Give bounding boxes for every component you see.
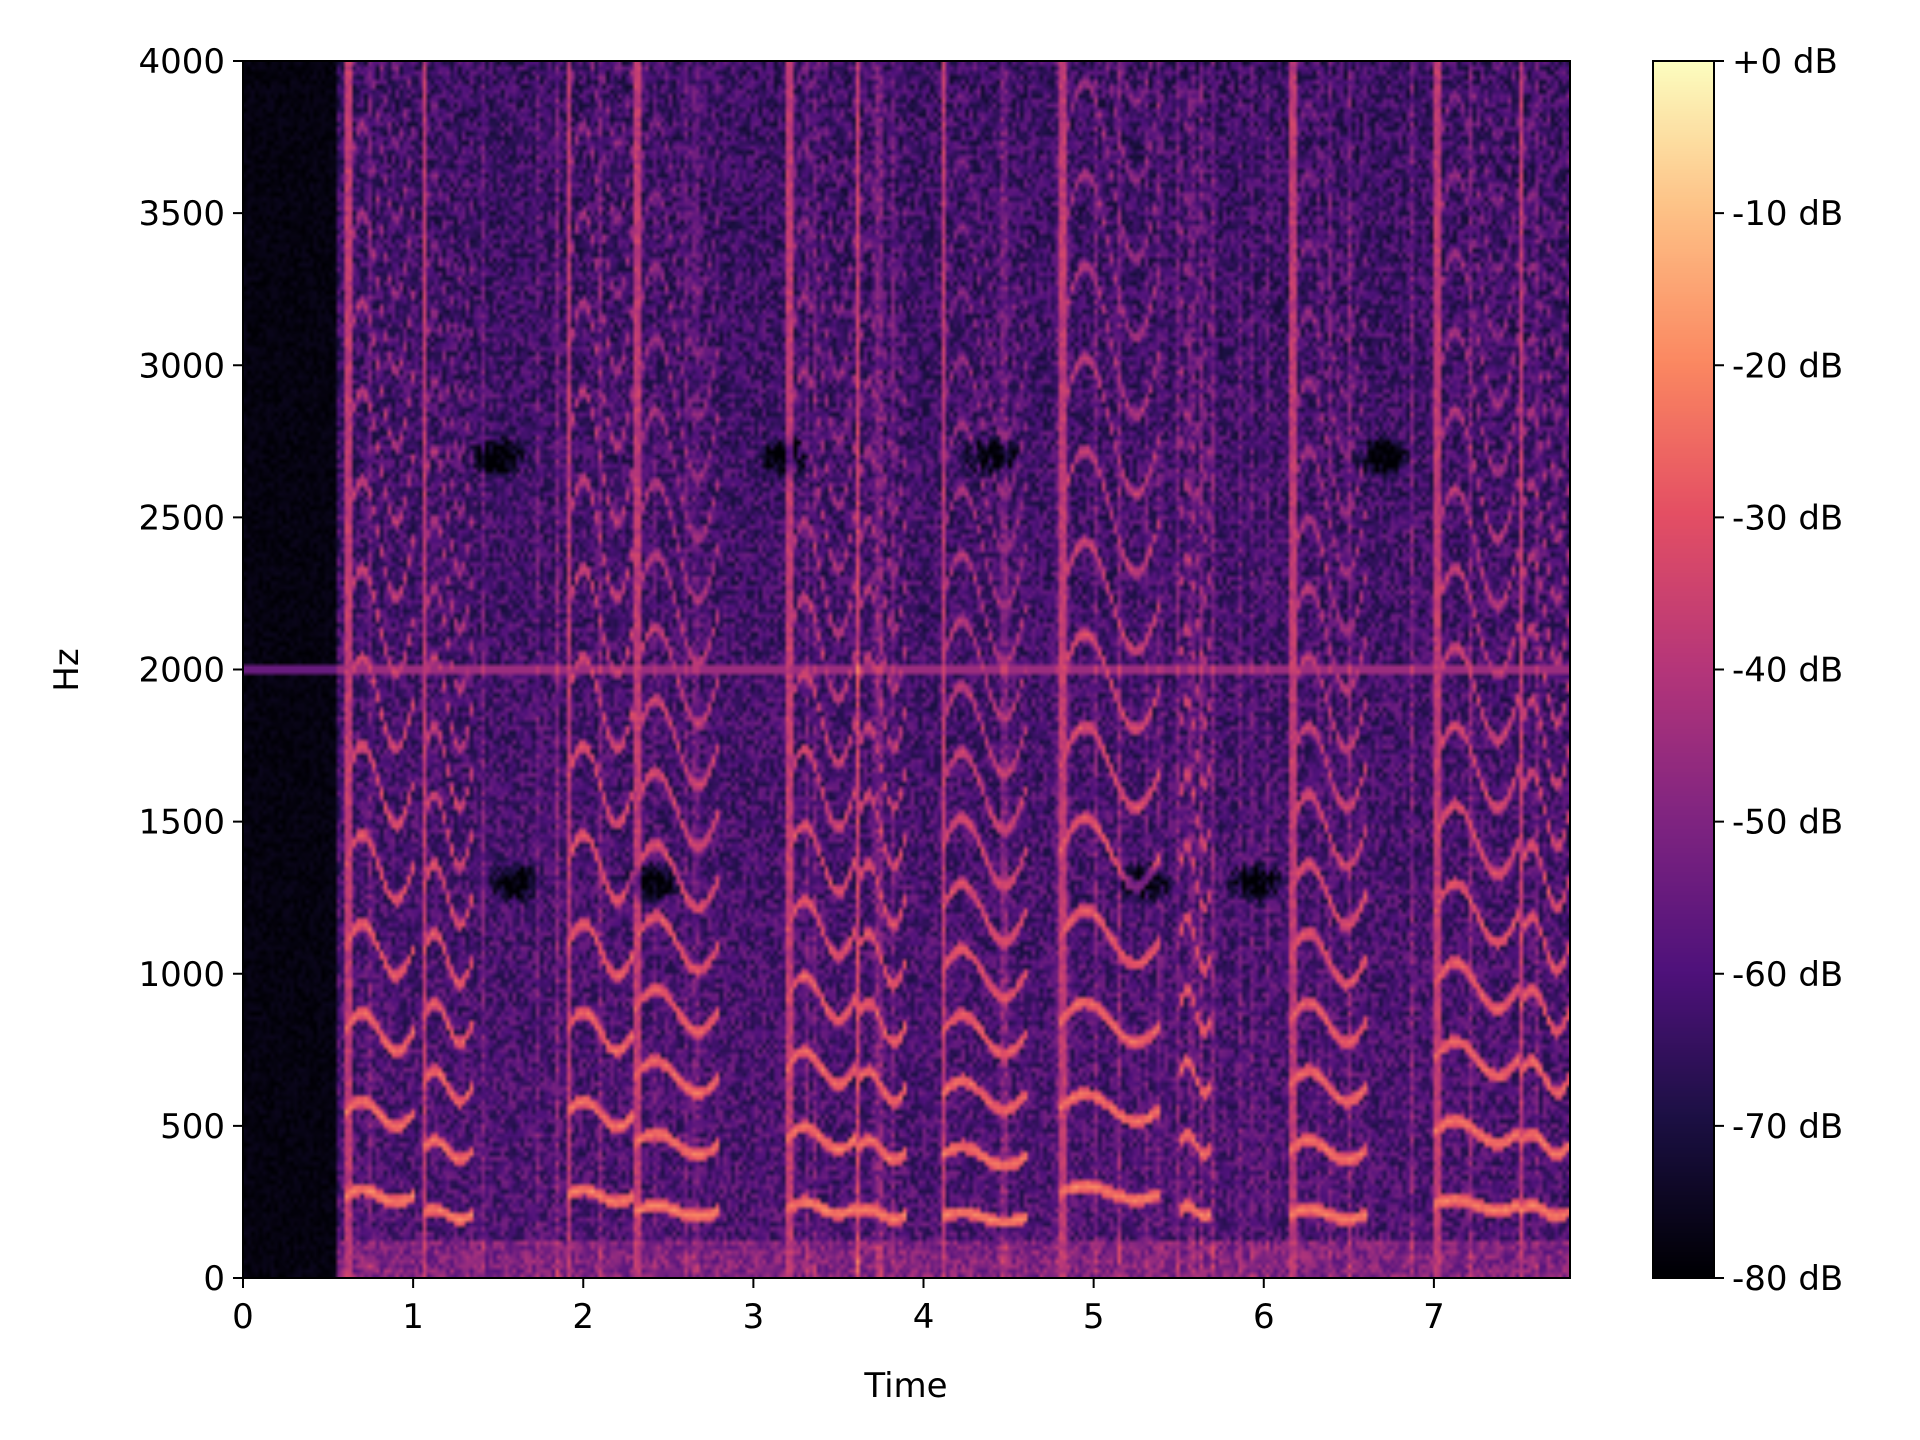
x-tick-label: 3 <box>743 1297 765 1337</box>
y-axis-ticks: 0 500 1000 1500 2000 2500 3000 3500 4000 <box>138 42 243 1299</box>
x-axis-ticks: 0 1 2 3 4 5 6 7 <box>232 1278 1445 1337</box>
spectrogram-heatmap <box>243 61 1570 1278</box>
x-tick-label: 2 <box>572 1297 594 1337</box>
colorbar-tick-label: -50 dB <box>1732 803 1843 843</box>
x-tick-label: 5 <box>1083 1297 1105 1337</box>
x-tick-label: 4 <box>913 1297 935 1337</box>
x-tick-label: 7 <box>1423 1297 1445 1337</box>
x-tick-label: 0 <box>232 1297 254 1337</box>
y-tick-label: 1000 <box>138 955 225 995</box>
colorbar-ticks: +0 dB -10 dB -20 dB -30 dB -40 dB -50 dB -60 d… <box>1714 42 1843 1299</box>
x-tick-label: 6 <box>1253 1297 1275 1337</box>
colorbar-tick-label: -10 dB <box>1732 194 1843 234</box>
colorbar-tick-label: -40 dB <box>1732 651 1843 691</box>
y-axis-label: Hz <box>47 648 87 691</box>
y-tick-label: 3500 <box>138 194 225 234</box>
colorbar-tick-label: -30 dB <box>1732 498 1843 538</box>
y-tick-label: 1500 <box>138 803 225 843</box>
colorbar-tick-label: -60 dB <box>1732 955 1843 995</box>
x-tick-label: 1 <box>402 1297 424 1337</box>
colorbar-tick-label: +0 dB <box>1732 42 1838 82</box>
y-tick-label: 2000 <box>138 651 225 691</box>
colorbar-gradient <box>1653 61 1714 1278</box>
colorbar-tick-label: -20 dB <box>1732 346 1843 386</box>
colorbar-tick-label: -80 dB <box>1732 1259 1843 1299</box>
y-tick-label: 0 <box>203 1259 225 1299</box>
y-tick-label: 500 <box>160 1107 225 1147</box>
y-tick-label: 4000 <box>138 42 225 82</box>
x-axis-label: Time <box>863 1366 947 1406</box>
colorbar-tick-label: -70 dB <box>1732 1107 1843 1147</box>
y-tick-label: 3000 <box>138 346 225 386</box>
y-tick-label: 2500 <box>138 498 225 538</box>
